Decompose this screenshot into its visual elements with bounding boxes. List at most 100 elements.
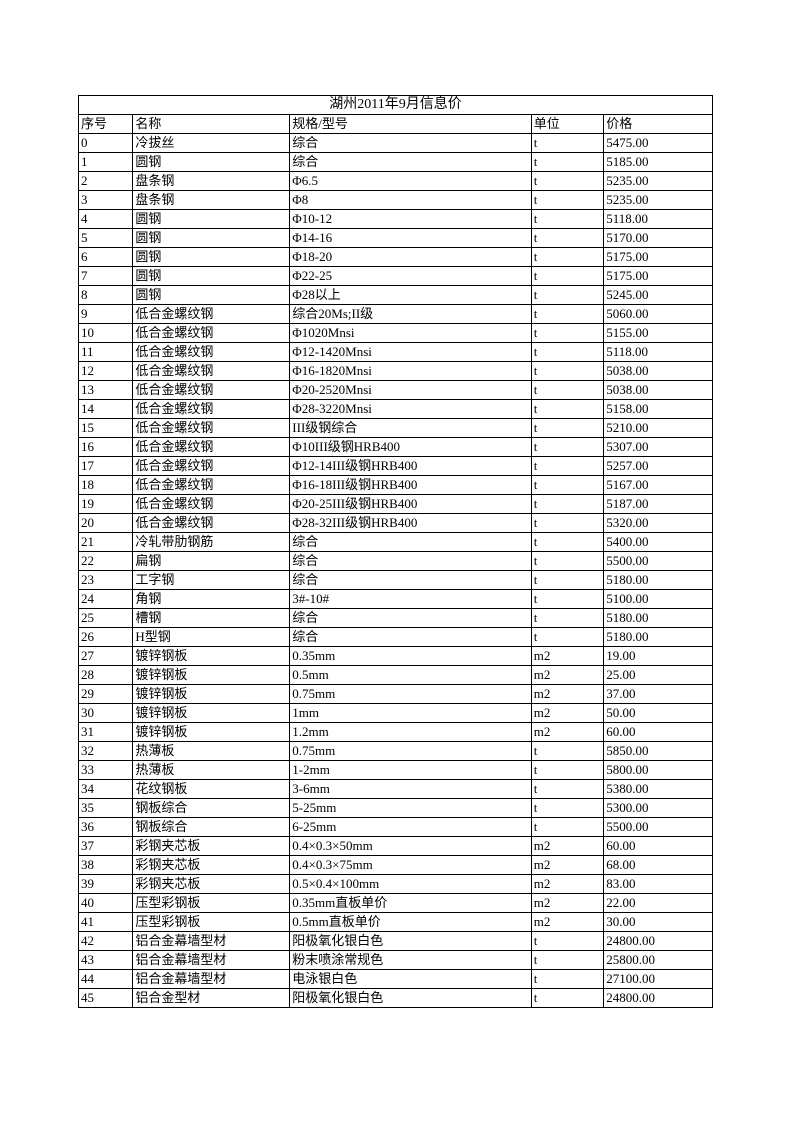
table-cell: 15 bbox=[79, 419, 133, 438]
table-cell: 26 bbox=[79, 628, 133, 647]
table-cell: 8 bbox=[79, 286, 133, 305]
table-cell: 0.5mm bbox=[290, 666, 531, 685]
table-row: 13低合金螺纹钢Φ20-2520Mnsit5038.00 bbox=[79, 381, 713, 400]
table-cell: Φ20-25III级钢HRB400 bbox=[290, 495, 531, 514]
table-cell: 低合金螺纹钢 bbox=[133, 305, 290, 324]
price-table: 湖州2011年9月信息价 序号 名称 规格/型号 单位 价格 0冷拔丝综合t54… bbox=[78, 95, 713, 1008]
table-cell: 低合金螺纹钢 bbox=[133, 381, 290, 400]
table-cell: 铝合金幕墙型材 bbox=[133, 932, 290, 951]
table-row: 34花纹钢板3-6mmt5380.00 bbox=[79, 780, 713, 799]
table-cell: m2 bbox=[531, 875, 603, 894]
table-row: 3盘条钢Φ8t5235.00 bbox=[79, 191, 713, 210]
table-cell: t bbox=[531, 248, 603, 267]
table-cell: 镀锌钢板 bbox=[133, 704, 290, 723]
table-cell: H型钢 bbox=[133, 628, 290, 647]
table-cell: t bbox=[531, 324, 603, 343]
table-cell: 14 bbox=[79, 400, 133, 419]
table-cell: 30 bbox=[79, 704, 133, 723]
table-cell: t bbox=[531, 742, 603, 761]
table-cell: Φ6.5 bbox=[290, 172, 531, 191]
table-cell: 5307.00 bbox=[604, 438, 713, 457]
table-cell: 5180.00 bbox=[604, 609, 713, 628]
table-row: 43铝合金幕墙型材粉末喷涂常规色t25800.00 bbox=[79, 951, 713, 970]
table-cell: 6-25mm bbox=[290, 818, 531, 837]
table-cell: 5850.00 bbox=[604, 742, 713, 761]
table-cell: t bbox=[531, 305, 603, 324]
table-cell: t bbox=[531, 457, 603, 476]
table-title: 湖州2011年9月信息价 bbox=[79, 96, 713, 115]
table-cell: Φ1020Mnsi bbox=[290, 324, 531, 343]
table-cell: 低合金螺纹钢 bbox=[133, 343, 290, 362]
table-cell: 5118.00 bbox=[604, 210, 713, 229]
table-row: 35钢板综合5-25mmt5300.00 bbox=[79, 799, 713, 818]
table-cell: Φ12-14III级钢HRB400 bbox=[290, 457, 531, 476]
table-cell: 彩钢夹芯板 bbox=[133, 856, 290, 875]
table-cell: 0.4×0.3×50mm bbox=[290, 837, 531, 856]
table-cell: 5 bbox=[79, 229, 133, 248]
table-row: 30镀锌钢板1mmm250.00 bbox=[79, 704, 713, 723]
table-cell: 43 bbox=[79, 951, 133, 970]
table-cell: 角钢 bbox=[133, 590, 290, 609]
table-cell: 铝合金幕墙型材 bbox=[133, 951, 290, 970]
table-cell: 5175.00 bbox=[604, 248, 713, 267]
table-cell: 5100.00 bbox=[604, 590, 713, 609]
table-cell: 44 bbox=[79, 970, 133, 989]
table-cell: t bbox=[531, 571, 603, 590]
table-cell: 0.75mm bbox=[290, 685, 531, 704]
table-cell: 23 bbox=[79, 571, 133, 590]
table-cell: 镀锌钢板 bbox=[133, 723, 290, 742]
table-cell: t bbox=[531, 818, 603, 837]
table-cell: 45 bbox=[79, 989, 133, 1008]
table-cell: 25 bbox=[79, 609, 133, 628]
table-cell: t bbox=[531, 438, 603, 457]
table-cell: 10 bbox=[79, 324, 133, 343]
table-cell: t bbox=[531, 951, 603, 970]
table-row: 36钢板综合6-25mmt5500.00 bbox=[79, 818, 713, 837]
table-row: 12低合金螺纹钢Φ16-1820Mnsit5038.00 bbox=[79, 362, 713, 381]
table-cell: 铝合金幕墙型材 bbox=[133, 970, 290, 989]
table-cell: 5167.00 bbox=[604, 476, 713, 495]
table-cell: m2 bbox=[531, 704, 603, 723]
table-cell: 0.4×0.3×75mm bbox=[290, 856, 531, 875]
table-cell: 综合 bbox=[290, 571, 531, 590]
table-cell: 60.00 bbox=[604, 837, 713, 856]
table-cell: 39 bbox=[79, 875, 133, 894]
table-cell: t bbox=[531, 191, 603, 210]
table-cell: t bbox=[531, 628, 603, 647]
table-cell: 圆钢 bbox=[133, 229, 290, 248]
header-index: 序号 bbox=[79, 115, 133, 134]
table-cell: Φ8 bbox=[290, 191, 531, 210]
table-cell: 34 bbox=[79, 780, 133, 799]
table-cell: 0.35mm bbox=[290, 647, 531, 666]
table-cell: m2 bbox=[531, 894, 603, 913]
table-cell: 热薄板 bbox=[133, 742, 290, 761]
table-cell: t bbox=[531, 514, 603, 533]
table-cell: 低合金螺纹钢 bbox=[133, 514, 290, 533]
table-cell: t bbox=[531, 381, 603, 400]
table-cell: Φ10-12 bbox=[290, 210, 531, 229]
table-cell: 5400.00 bbox=[604, 533, 713, 552]
table-cell: 热薄板 bbox=[133, 761, 290, 780]
table-row: 21冷轧带肋钢筋综合t5400.00 bbox=[79, 533, 713, 552]
table-cell: 5038.00 bbox=[604, 362, 713, 381]
table-cell: t bbox=[531, 590, 603, 609]
table-row: 16低合金螺纹钢Φ10III级钢HRB400t5307.00 bbox=[79, 438, 713, 457]
table-cell: 冷轧带肋钢筋 bbox=[133, 533, 290, 552]
table-cell: 7 bbox=[79, 267, 133, 286]
table-row: 29镀锌钢板0.75mmm237.00 bbox=[79, 685, 713, 704]
table-cell: 5-25mm bbox=[290, 799, 531, 818]
table-cell: 电泳银白色 bbox=[290, 970, 531, 989]
header-price: 价格 bbox=[604, 115, 713, 134]
table-row: 44铝合金幕墙型材电泳银白色t27100.00 bbox=[79, 970, 713, 989]
table-row: 2盘条钢Φ6.5t5235.00 bbox=[79, 172, 713, 191]
table-cell: 36 bbox=[79, 818, 133, 837]
table-cell: t bbox=[531, 609, 603, 628]
table-row: 22扁钢综合t5500.00 bbox=[79, 552, 713, 571]
table-cell: 5210.00 bbox=[604, 419, 713, 438]
table-row: 37彩钢夹芯板0.4×0.3×50mmm260.00 bbox=[79, 837, 713, 856]
table-cell: 彩钢夹芯板 bbox=[133, 875, 290, 894]
table-cell: 83.00 bbox=[604, 875, 713, 894]
table-cell: t bbox=[531, 286, 603, 305]
table-row: 15低合金螺纹钢III级钢综合t5210.00 bbox=[79, 419, 713, 438]
table-cell: 镀锌钢板 bbox=[133, 647, 290, 666]
